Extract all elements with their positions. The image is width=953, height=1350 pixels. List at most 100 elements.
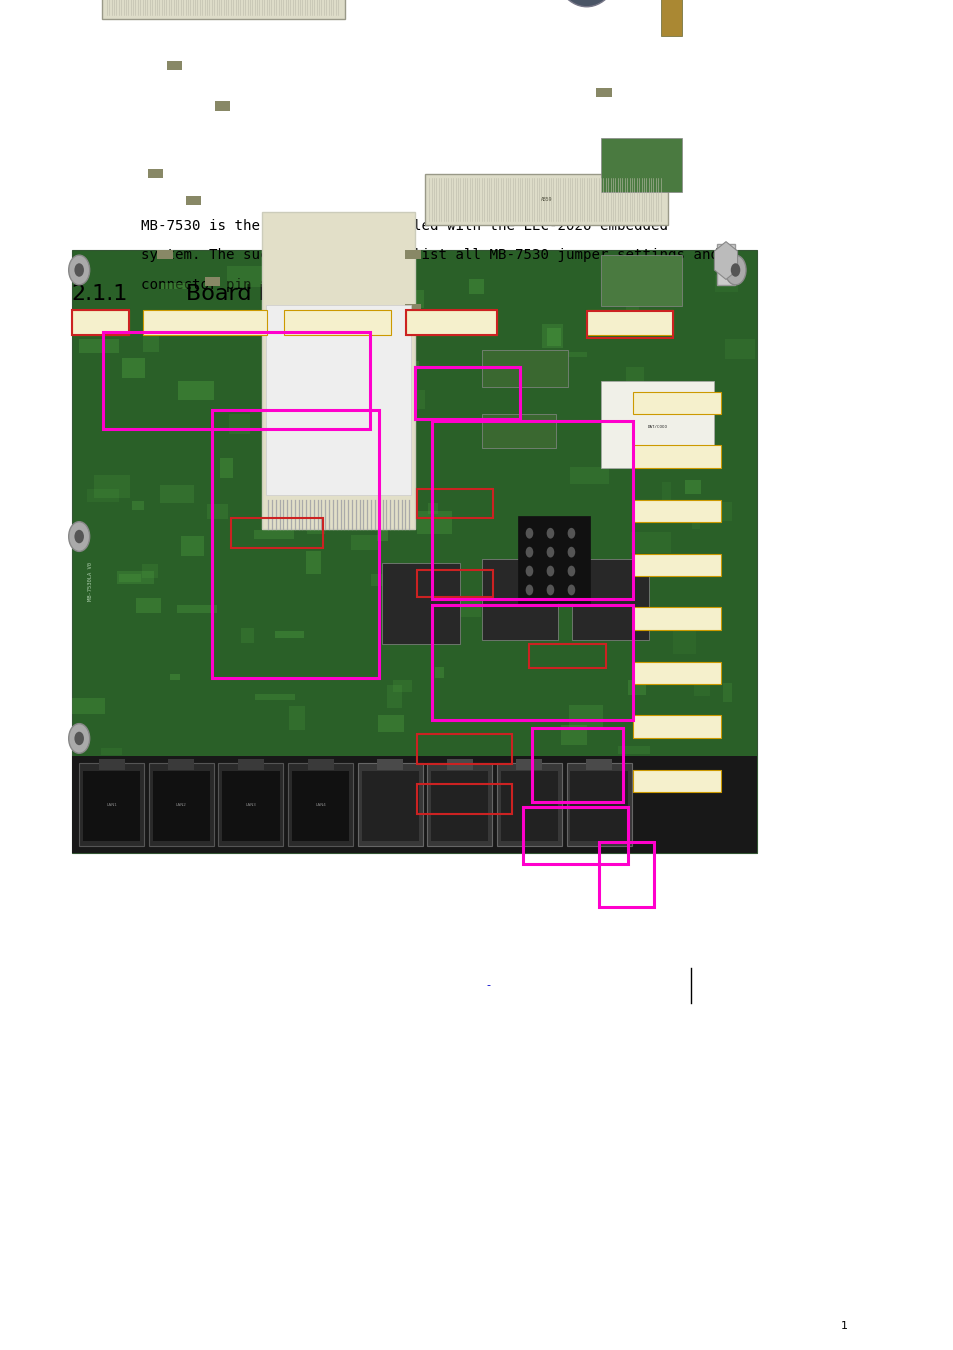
Bar [722,683,732,702]
Bar [335,329,373,351]
Bar [118,574,141,582]
Bar [377,714,404,732]
Circle shape [546,585,554,595]
Bar [660,0,681,36]
Bar [289,706,305,729]
Bar [446,759,473,769]
Bar [231,518,323,548]
Bar [631,532,670,553]
Circle shape [546,566,554,576]
Bar [529,644,605,668]
Bar [402,390,425,409]
Bar [381,563,459,644]
Circle shape [525,547,533,558]
Bar [183,321,223,331]
Bar [310,308,330,331]
Bar [715,275,737,292]
Bar [351,535,380,551]
Bar [307,528,324,533]
Bar [424,174,667,225]
Bar [329,474,368,495]
Text: 1: 1 [840,1322,847,1331]
Bar [241,628,253,644]
Bar [374,320,375,435]
Bar [572,559,648,640]
Bar [568,705,602,729]
Bar [600,381,713,468]
Bar [254,694,294,699]
Bar [487,632,522,640]
Bar [103,332,370,429]
Bar [546,328,560,346]
Bar [361,320,364,435]
Bar [78,339,119,352]
Bar [149,763,213,846]
Bar [416,784,512,814]
Bar [598,842,654,907]
Bar [93,475,130,498]
Bar [632,446,720,468]
Circle shape [69,255,90,285]
Bar [376,522,388,541]
Bar [497,598,521,621]
Bar [553,352,587,358]
Bar [724,339,755,359]
Bar [596,88,611,97]
Bar [625,297,639,312]
Bar [481,559,558,640]
Bar [237,759,264,769]
Bar [308,394,335,401]
Bar [427,504,437,514]
Text: AB59: AB59 [539,197,552,202]
Bar [662,720,690,730]
Bar [369,320,370,435]
Bar [102,0,345,19]
Bar [218,763,283,846]
Circle shape [74,732,84,745]
Bar [364,320,365,435]
Bar [366,320,368,435]
Bar [661,482,670,502]
Bar [152,771,210,841]
Bar [415,367,519,418]
Bar [261,412,294,431]
Bar [618,745,649,755]
Bar [284,310,391,335]
Bar [632,608,720,630]
Bar [497,763,561,846]
Bar [632,500,720,522]
Bar [468,278,484,294]
Text: MB-7530LA V0: MB-7530LA V0 [88,562,93,601]
Circle shape [724,255,745,285]
Bar [532,728,622,802]
Bar [520,359,541,366]
Bar [87,489,119,502]
Bar [586,310,672,335]
Bar [600,138,681,192]
Bar [691,505,699,529]
Bar [702,413,712,425]
Text: LAN4: LAN4 [314,803,326,806]
Circle shape [567,585,575,595]
Bar [177,605,216,613]
Text: system. The succeeding sections list all MB-7530 jumper settings and: system. The succeeding sections list all… [141,248,719,262]
Bar [361,771,418,841]
Bar [360,320,361,435]
Bar [694,678,709,697]
Bar [425,595,458,603]
Bar [136,598,161,613]
Bar [700,502,732,521]
Text: connector pin assignments.: connector pin assignments. [141,278,362,292]
Bar [186,196,201,205]
Circle shape [525,528,533,539]
Bar [432,605,632,720]
Bar [517,516,589,603]
Bar [370,320,372,435]
Bar [159,485,193,504]
Bar [627,680,646,695]
Bar [357,763,422,846]
Circle shape [567,566,575,576]
Bar [122,359,145,378]
Bar [600,255,681,306]
Bar [177,381,213,400]
